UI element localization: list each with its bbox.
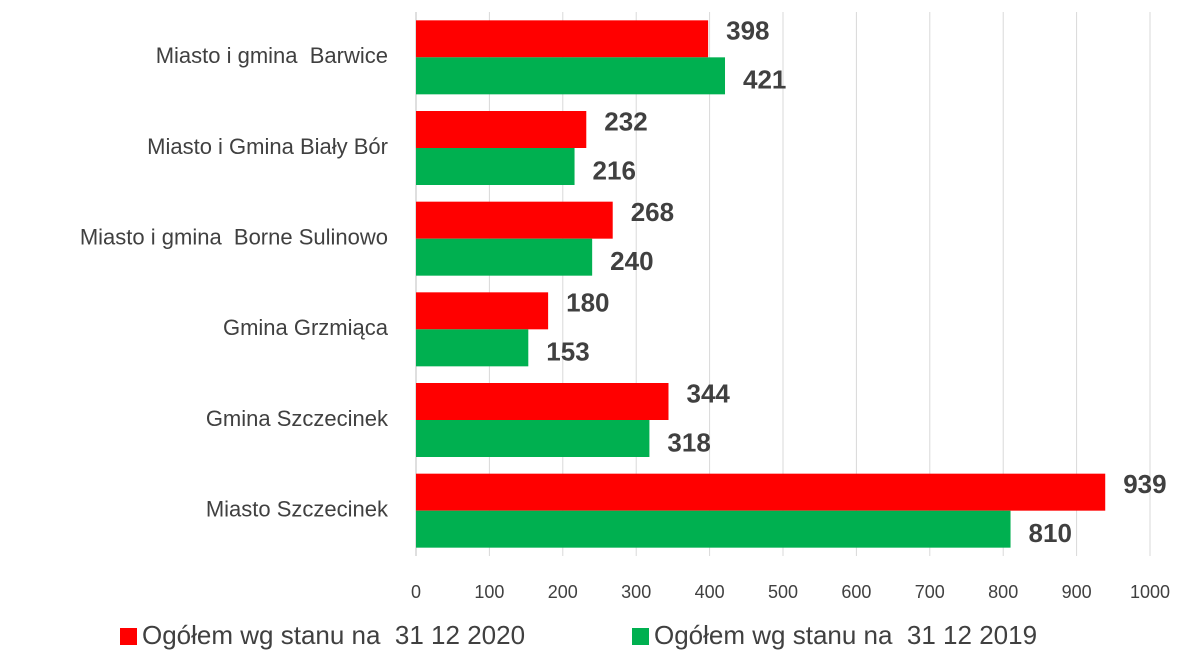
data-label: 344	[686, 378, 730, 408]
data-label: 939	[1123, 469, 1166, 499]
category-label: Miasto i Gmina Biały Bór	[147, 134, 388, 159]
bar	[416, 20, 709, 58]
bar	[416, 510, 1011, 548]
category-label: Gmina Grzmiąca	[223, 315, 389, 340]
bar	[416, 111, 587, 148]
category-label: Miasto i gmina Barwice	[156, 43, 388, 68]
category-label: Miasto Szczecinek	[206, 496, 389, 521]
category-label: Gmina Szczecinek	[206, 406, 389, 431]
bar	[416, 473, 1106, 511]
x-tick-label: 400	[695, 582, 725, 602]
x-tick-label: 0	[411, 582, 421, 602]
x-tick-label: 100	[474, 582, 504, 602]
x-tick-label: 900	[1062, 582, 1092, 602]
x-tick-label: 200	[548, 582, 578, 602]
bar	[416, 148, 575, 185]
data-label: 240	[610, 246, 653, 276]
bar	[416, 329, 529, 367]
legend-swatch	[120, 628, 137, 645]
bar	[416, 383, 669, 420]
bar	[416, 238, 593, 276]
bar	[416, 201, 613, 239]
data-label: 268	[631, 197, 674, 227]
legend-swatch	[632, 628, 649, 645]
data-label: 180	[566, 288, 609, 318]
x-tick-label: 1000	[1130, 582, 1170, 602]
data-label: 421	[743, 65, 786, 95]
category-label: Miasto i gmina Borne Sulinowo	[80, 224, 388, 249]
x-tick-label: 700	[915, 582, 945, 602]
legend-label: Ogółem wg stanu na 31 12 2020	[142, 620, 525, 650]
bar	[416, 292, 549, 330]
data-label: 216	[593, 155, 636, 185]
legend-label: Ogółem wg stanu na 31 12 2019	[654, 620, 1037, 650]
bar	[416, 57, 726, 95]
data-label: 153	[546, 337, 589, 367]
x-tick-label: 800	[988, 582, 1018, 602]
bar	[416, 420, 650, 457]
data-label: 810	[1029, 518, 1072, 548]
x-tick-label: 500	[768, 582, 798, 602]
data-label: 232	[604, 106, 647, 136]
data-label: 318	[667, 427, 710, 457]
data-label: 398	[726, 16, 769, 46]
x-tick-label: 600	[841, 582, 871, 602]
x-tick-label: 300	[621, 582, 651, 602]
